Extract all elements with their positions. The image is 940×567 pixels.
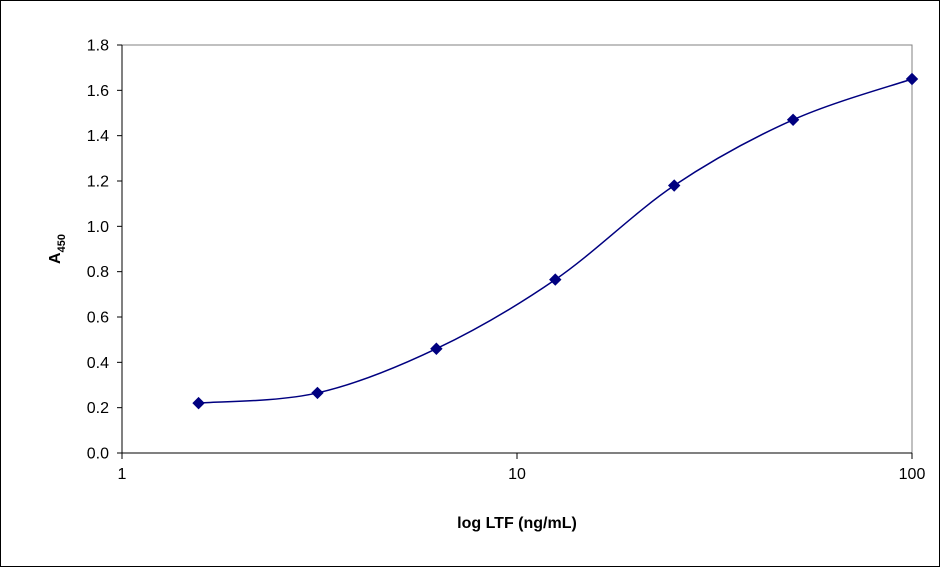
y-tick-label: 1.2 [87, 174, 109, 191]
plot-area [121, 44, 913, 454]
x-axis-title: log LTF (ng/mL) [457, 515, 577, 532]
y-tick-label: 1.6 [87, 83, 109, 100]
data-point [786, 113, 800, 127]
data-point [667, 179, 681, 192]
y-axis: 0.0 0.2 0.4 0.6 0.8 1.0 1.2 1.4 1.6 1.8 [87, 38, 123, 463]
x-tick-label: 1 [118, 466, 127, 483]
y-tick-label: 0.0 [87, 446, 109, 463]
y-tick-label: 0.2 [87, 400, 109, 417]
y-tick-label: 1.8 [87, 38, 109, 55]
y-tick-label: 0.6 [87, 310, 109, 327]
data-point [905, 72, 919, 86]
data-point [430, 342, 443, 355]
series-markers [192, 72, 919, 410]
x-tick-label: 10 [508, 466, 526, 483]
data-point [549, 273, 562, 286]
y-axis-title-main: A [47, 252, 64, 264]
data-point [311, 386, 324, 400]
y-tick-label: 0.8 [87, 264, 109, 281]
data-point [192, 396, 205, 410]
x-axis: 1 10 100 [118, 452, 926, 483]
y-axis-title: A450 [47, 234, 68, 264]
y-tick-label: 0.4 [87, 355, 109, 372]
y-axis-title-subscript: 450 [56, 234, 68, 252]
y-tick-label: 1.0 [87, 219, 109, 236]
y-tick-label: 1.4 [87, 128, 109, 145]
x-tick-label: 100 [899, 466, 926, 483]
